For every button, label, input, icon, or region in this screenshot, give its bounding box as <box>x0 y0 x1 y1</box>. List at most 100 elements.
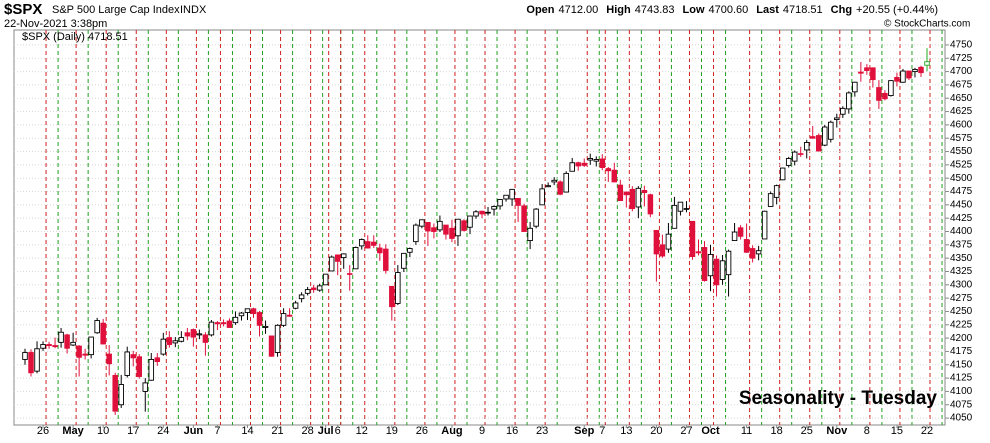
candle-body <box>659 244 666 257</box>
y-tick-label: 4550 <box>950 146 973 157</box>
candle-body <box>641 190 648 194</box>
grid: 4050 4075 4100 4125 4150 4175 4200 4225 4250 4275… <box>14 40 973 437</box>
candle-body <box>58 331 64 343</box>
credit: © StockCharts.com <box>884 19 970 30</box>
candle-body <box>858 71 864 74</box>
candle-body <box>142 382 149 392</box>
x-tick-label: 12 <box>356 425 368 437</box>
candle-body <box>124 351 130 376</box>
candle-body <box>274 324 281 353</box>
candle-body <box>298 294 305 300</box>
candle-body <box>834 117 840 121</box>
candle-body <box>328 256 335 272</box>
weekday-lines <box>45 30 943 425</box>
legend: $SPX (Daily) 4718.51 <box>22 31 128 43</box>
candle-body <box>563 172 569 193</box>
candle-body <box>28 352 34 374</box>
candle-body <box>334 254 341 262</box>
x-tick-label: 9 <box>479 425 485 437</box>
open-value: 4712.00 <box>559 4 599 16</box>
candle-body <box>773 185 780 198</box>
candle-body <box>846 92 852 110</box>
x-tick-label: 7 <box>599 425 605 437</box>
candle-body <box>413 224 419 243</box>
low-label: Low <box>683 4 705 16</box>
x-tick-label: 20 <box>650 425 662 437</box>
candle-body <box>82 353 88 356</box>
candle-body <box>46 344 52 347</box>
candle-body <box>497 199 503 207</box>
candle-body <box>828 121 834 140</box>
candle-body <box>545 185 551 188</box>
candle-body <box>701 247 708 281</box>
quote: Open 4712.00 High 4743.83 Low 4700.60 Last 4718… <box>526 4 938 16</box>
candle-body <box>479 210 485 215</box>
y-tick-label: 4375 <box>950 239 973 250</box>
candle-body <box>605 168 612 172</box>
y-tick-label: 4350 <box>950 253 973 264</box>
y-tick-label: 4500 <box>950 173 973 184</box>
candle-body <box>671 204 678 229</box>
candle-body <box>647 194 654 215</box>
candle-body <box>437 220 443 231</box>
candle-body <box>238 312 245 317</box>
candle-body <box>485 211 491 214</box>
x-tick-label: 13 <box>620 425 632 437</box>
candle-body <box>527 227 533 242</box>
y-tick-label: 4075 <box>950 399 973 410</box>
candle-body <box>232 316 239 324</box>
candle-body <box>244 308 251 313</box>
candle-body <box>515 197 521 206</box>
x-tick-label: Jun <box>184 425 204 437</box>
y-tick-label: 4575 <box>950 133 973 144</box>
x-tick-label: 28 <box>302 425 314 437</box>
candle-body <box>683 208 690 210</box>
y-tick-label: 4650 <box>950 93 973 104</box>
candle-body <box>852 81 858 93</box>
candle-body <box>509 188 515 200</box>
candle-body <box>749 248 756 259</box>
candle-body <box>617 184 624 202</box>
candle-body <box>623 191 630 196</box>
candle-body <box>112 374 118 412</box>
high-value: 4743.83 <box>635 4 675 16</box>
candle-body <box>160 338 167 355</box>
x-tick-label: 26 <box>416 425 428 437</box>
candle-body <box>503 194 509 200</box>
candle-body <box>256 312 263 326</box>
candle-body <box>202 334 209 343</box>
candle-body <box>401 252 407 269</box>
candle-body <box>106 353 112 365</box>
chg-value: +20.55 (+0.44%) <box>856 4 938 16</box>
candle-body <box>876 87 882 101</box>
x-tick-label: 27 <box>680 425 692 437</box>
candle-body <box>118 384 124 406</box>
x-tick-label: 18 <box>771 425 783 437</box>
candle-body <box>196 333 203 336</box>
datetime: 22-Nov-2021 3:38pm <box>4 18 107 30</box>
candle-body <box>340 253 347 259</box>
candle-body <box>395 272 401 304</box>
y-tick-label: 4675 <box>950 80 973 91</box>
x-tick-label: 26 <box>37 425 49 437</box>
x-tick-label: 10 <box>97 425 109 437</box>
x-tick-label: Sep <box>574 425 594 437</box>
candle-body <box>449 227 455 239</box>
x-tick-label: 6 <box>335 425 341 437</box>
x-tick-label: 17 <box>127 425 139 437</box>
candle-body <box>557 181 563 195</box>
candle-body <box>894 76 900 82</box>
x-tick-label: 22 <box>921 425 933 437</box>
candle-body <box>70 341 76 346</box>
candle-body <box>665 233 672 250</box>
candle-body <box>184 332 191 337</box>
candle-body <box>214 322 221 325</box>
candle-body <box>226 320 233 328</box>
candle-body <box>304 289 311 294</box>
y-tick-label: 4750 <box>950 40 973 51</box>
candle-body <box>365 241 371 249</box>
candle-body <box>310 287 317 291</box>
candle-body <box>136 356 143 377</box>
candle-body <box>100 322 106 345</box>
x-tick-label: Aug <box>441 425 462 437</box>
